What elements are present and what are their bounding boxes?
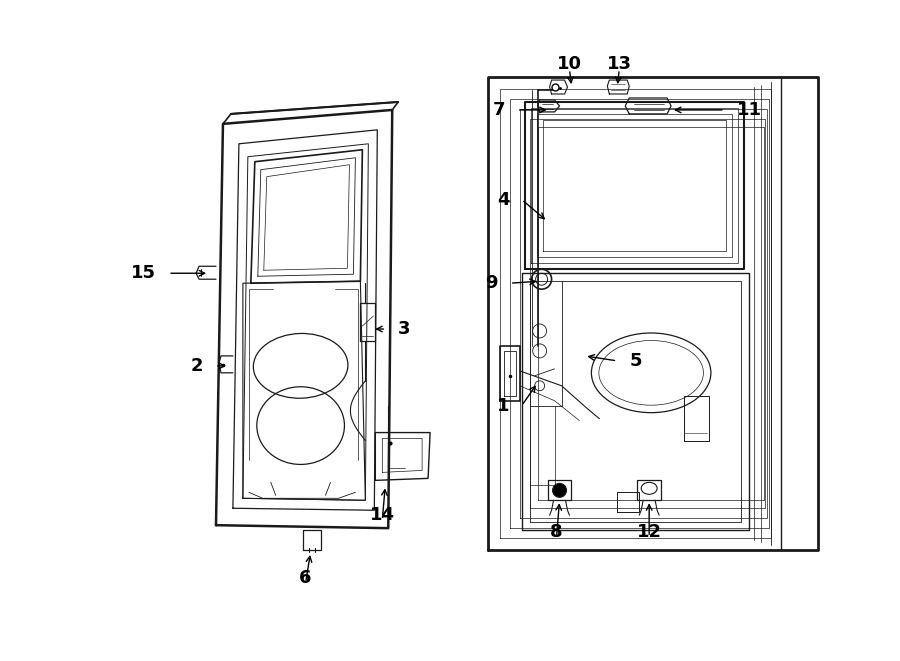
Text: 11: 11 — [737, 101, 761, 119]
Text: 10: 10 — [557, 55, 582, 73]
Text: 3: 3 — [398, 320, 410, 338]
Text: 7: 7 — [492, 101, 505, 119]
Text: 8: 8 — [550, 523, 562, 541]
Text: 2: 2 — [191, 357, 203, 375]
Text: 9: 9 — [485, 274, 498, 292]
Circle shape — [553, 483, 566, 497]
Text: 1: 1 — [497, 397, 509, 414]
Text: 4: 4 — [497, 190, 509, 209]
Text: 15: 15 — [131, 264, 157, 282]
Text: 6: 6 — [300, 569, 312, 587]
Text: 13: 13 — [607, 55, 632, 73]
Text: 14: 14 — [370, 506, 395, 524]
Text: 12: 12 — [636, 523, 662, 541]
Text: 5: 5 — [629, 352, 642, 370]
